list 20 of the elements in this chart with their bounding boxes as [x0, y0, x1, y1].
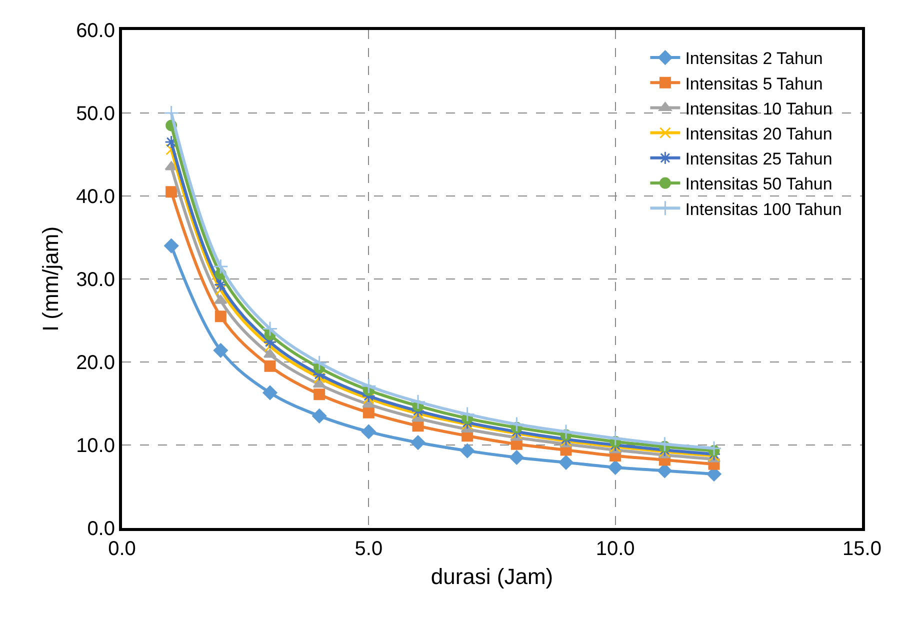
legend-label: Intensitas 5 Tahun: [685, 74, 823, 94]
y-axis-title: I (mm/jam): [38, 226, 63, 332]
x-tick-label: 5.0: [354, 538, 383, 560]
y-tick-label: 40.0: [76, 186, 115, 208]
y-tick-label: 50.0: [76, 103, 115, 125]
legend-label: Intensitas 25 Tahun: [685, 150, 832, 169]
legend-label: Intensitas 2 Tahun: [685, 49, 823, 68]
y-tick-label: 60.0: [76, 20, 115, 42]
legend-label: Intensitas 50 Tahun: [685, 174, 832, 194]
x-tick-label: 15.0: [842, 538, 882, 560]
y-tick-label: 20.0: [76, 352, 115, 374]
x-tick-label: 10.0: [596, 538, 635, 560]
x-axis-title: durasi (Jam): [430, 564, 554, 589]
legend-label: Intensitas 100 Tahun: [685, 200, 842, 219]
y-tick-label: 10.0: [76, 435, 115, 457]
y-tick-label: 0.0: [87, 518, 115, 540]
x-tick-label: 0.0: [108, 538, 136, 560]
y-tick-label: 30.0: [76, 269, 115, 291]
legend-label: Intensitas 10 Tahun: [685, 99, 832, 118]
legend-label: Intensitas 20 Tahun: [685, 124, 832, 144]
